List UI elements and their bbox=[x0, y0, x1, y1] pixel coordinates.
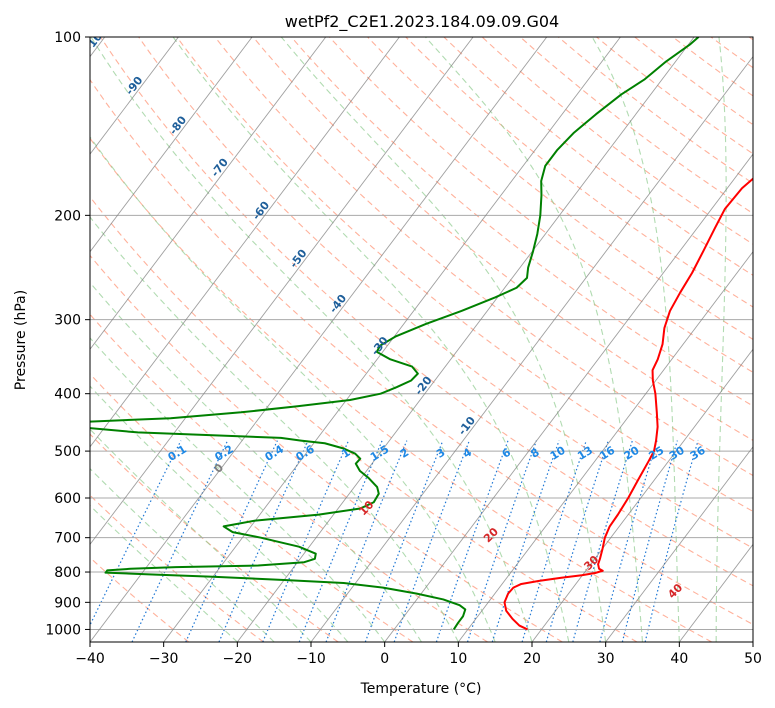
isotherm-line bbox=[310, 55, 753, 642]
y-tick-label: 100 bbox=[54, 30, 81, 46]
dry-adiabat bbox=[90, 196, 638, 642]
x-tick-label: 20 bbox=[523, 651, 541, 667]
dry-adiabats bbox=[90, 37, 753, 642]
moist-adiabat bbox=[90, 467, 275, 642]
moist-adiabat bbox=[90, 136, 496, 642]
moist-adiabat bbox=[280, 37, 607, 642]
x-tick-label: 10 bbox=[449, 651, 467, 667]
y-axis: 100 200 300 400 500 600 700 800 900 1000 bbox=[45, 30, 90, 638]
isotherm-line bbox=[384, 153, 753, 642]
y-tick-label: 1000 bbox=[45, 622, 81, 638]
chart-title: wetPf2_C2E1.2023.184.09.09.G04 bbox=[285, 12, 559, 32]
dry-adiabat bbox=[99, 37, 753, 587]
plot-frame bbox=[89, 36, 754, 643]
mixing-ratio-line bbox=[90, 440, 182, 627]
mixing-ratio-line bbox=[185, 440, 278, 642]
moist-adiabat bbox=[90, 37, 533, 642]
y-tick-label: 600 bbox=[54, 491, 81, 507]
isotherm-line bbox=[236, 37, 695, 642]
dry-adiabat bbox=[90, 373, 414, 642]
isotherm-line bbox=[90, 37, 327, 351]
mixing-ratio-line bbox=[435, 440, 509, 642]
mixing-ratio-line bbox=[599, 440, 658, 642]
mixing-ratio-line bbox=[545, 440, 609, 642]
moist-adiabat bbox=[172, 37, 570, 642]
isotherm-line bbox=[90, 37, 400, 448]
moist-adiabat bbox=[90, 504, 238, 642]
plot-area: 0.1 0.2 0.4 0.6 1 1.5 2 3 4 6 8 10 13 16 20 25 30 36-100-… bbox=[90, 37, 753, 642]
x-tick-label: −40 bbox=[75, 651, 105, 667]
moist-adiabat bbox=[90, 281, 422, 642]
isotherm-line bbox=[90, 37, 179, 155]
y-tick-label: 500 bbox=[54, 444, 81, 460]
isotherm-line bbox=[90, 37, 548, 642]
x-tick-label: −20 bbox=[223, 651, 253, 667]
isotherm-line bbox=[531, 348, 753, 642]
x-tick-label: 0 bbox=[380, 651, 389, 667]
dry-adiabat bbox=[90, 254, 563, 642]
dewpoint-line bbox=[90, 37, 700, 630]
y-tick-label: 900 bbox=[54, 595, 81, 611]
moist-adiabat bbox=[90, 428, 312, 642]
mixing-ratio-line bbox=[521, 440, 587, 642]
dry-adiabat bbox=[90, 137, 712, 642]
y-tick-label: 400 bbox=[54, 387, 81, 403]
isotherm-lines bbox=[90, 37, 753, 642]
moist-adiabat bbox=[90, 337, 386, 642]
x-tick-label: 50 bbox=[744, 651, 762, 667]
moist-adiabat bbox=[591, 37, 680, 642]
mixing-ratio-line bbox=[218, 440, 309, 642]
isotherm-line bbox=[457, 250, 753, 642]
x-axis-label: Temperature (°C) bbox=[360, 681, 482, 697]
dry-adiabat bbox=[404, 37, 753, 308]
mixing-ratio-line bbox=[393, 440, 470, 642]
dry-adiabat bbox=[90, 433, 339, 642]
mixing-ratio-line bbox=[572, 440, 633, 642]
y-tick-label: 300 bbox=[54, 313, 81, 329]
moist-adiabat bbox=[90, 385, 349, 642]
profile-lines bbox=[90, 37, 753, 631]
dry-adiabat bbox=[137, 37, 753, 549]
isotherm-line bbox=[90, 37, 474, 546]
mixing-ratio-line bbox=[621, 440, 678, 642]
mixing-ratio-line bbox=[262, 440, 350, 642]
dry-adiabat bbox=[90, 78, 753, 626]
dry-adiabat bbox=[366, 37, 753, 341]
y-axis-label: Pressure (hPa) bbox=[13, 290, 29, 390]
moist-adiabats bbox=[90, 37, 727, 642]
x-tick-label: 30 bbox=[597, 651, 615, 667]
isotherm-line bbox=[90, 37, 253, 253]
y-tick-label: 200 bbox=[54, 208, 81, 224]
moist-adiabat bbox=[90, 216, 459, 642]
dry-adiabat bbox=[176, 37, 753, 513]
x-tick-label: −10 bbox=[296, 651, 326, 667]
isobar-gridlines bbox=[90, 37, 753, 630]
isotherm-line bbox=[605, 446, 753, 642]
mixing-ratio-lines bbox=[90, 440, 699, 642]
temperature-line bbox=[503, 177, 753, 631]
moist-adiabat bbox=[424, 37, 644, 642]
dry-adiabat bbox=[214, 37, 753, 477]
mixing-ratio-line bbox=[644, 440, 699, 642]
y-tick-label: 700 bbox=[54, 531, 81, 547]
y-tick-label: 800 bbox=[54, 565, 81, 581]
moist-adiabat bbox=[715, 37, 727, 642]
x-tick-label: 40 bbox=[670, 651, 688, 667]
x-axis: −40 −30 −20 −10 0 10 20 30 40 50 bbox=[75, 642, 762, 667]
x-tick-label: −30 bbox=[149, 651, 179, 667]
